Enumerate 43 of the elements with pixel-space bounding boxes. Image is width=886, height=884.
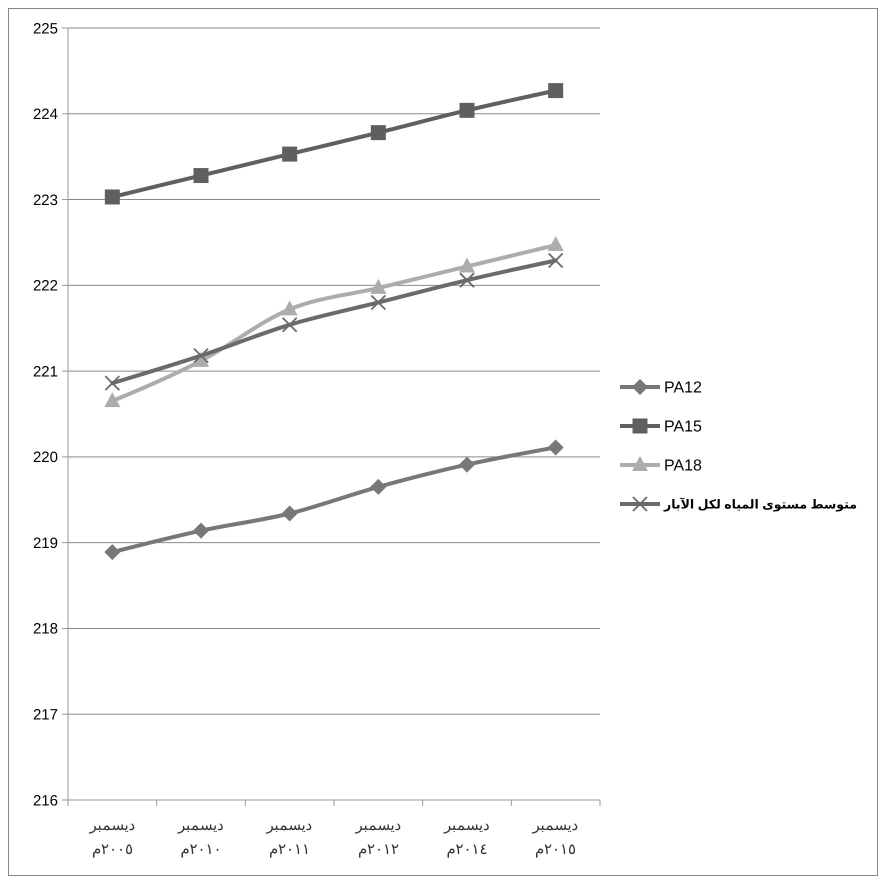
point (104, 392, 120, 408)
point (282, 300, 298, 316)
point (548, 236, 564, 252)
y-tick-label: 218 (32, 620, 58, 638)
point (104, 189, 120, 204)
y-tick-label: 225 (32, 20, 58, 38)
y-tick-label: 221 (32, 363, 58, 380)
point (370, 278, 386, 294)
point (548, 83, 564, 98)
point (193, 348, 209, 364)
legend-label: PA12 (664, 380, 702, 397)
x-tick-label: ديسمبر ٢٠١٠م (177, 816, 224, 858)
y-tick-label: 216 (32, 792, 58, 810)
x-tick-label: ديسمبر ٢٠١٥م (532, 816, 579, 858)
x-tick-label: ديسمبر ٢٠١١م (266, 816, 313, 858)
x-tick-label: ديسمبر ٢٠٠٥م (88, 816, 136, 858)
point (459, 257, 475, 272)
legend-label: متوسط مستوى المياه لكل الآبار (663, 496, 857, 512)
point (193, 522, 209, 539)
point (459, 456, 475, 473)
point (460, 102, 474, 118)
legend-label: PA18 (664, 458, 702, 475)
point (548, 439, 564, 456)
y-tick-label: 224 (32, 106, 58, 124)
point (370, 125, 386, 140)
y-tick-label: 219 (32, 534, 58, 552)
point (282, 506, 298, 522)
point (104, 375, 120, 392)
legend-label: PA15 (664, 418, 702, 436)
point (370, 294, 386, 310)
point (194, 168, 208, 184)
point (282, 316, 298, 333)
point (548, 252, 564, 268)
y-tick-label: 222 (32, 278, 58, 295)
y-tick-label: 217 (32, 706, 58, 724)
y-tick-label: 223 (32, 192, 58, 209)
point (104, 544, 120, 560)
x-tick-label: ديسمبر ٢٠١٤م (443, 816, 490, 858)
point (282, 146, 298, 162)
point (370, 478, 386, 495)
x-tick-label: ديسمبر ٢٠١٢م (354, 816, 402, 858)
point (459, 272, 475, 288)
y-tick-label: 220 (32, 449, 58, 466)
